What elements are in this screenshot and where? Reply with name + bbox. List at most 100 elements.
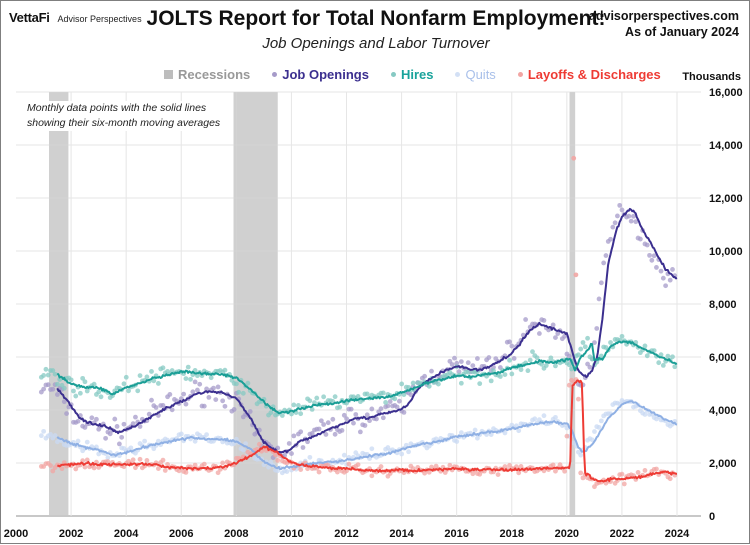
data-point <box>635 470 641 475</box>
data-point <box>486 355 492 360</box>
data-point <box>240 447 246 453</box>
data-point <box>619 207 625 213</box>
data-point <box>543 363 549 368</box>
data-point <box>353 412 359 417</box>
data-point <box>410 380 416 386</box>
data-point <box>291 433 297 439</box>
data-point <box>55 381 60 387</box>
data-point <box>144 374 150 380</box>
data-point <box>454 360 460 366</box>
y-tick-label: 4,000 <box>709 405 737 417</box>
data-point <box>243 441 249 447</box>
data-point <box>321 394 327 400</box>
data-point <box>633 219 639 225</box>
data-point <box>578 452 584 458</box>
data-point <box>89 415 95 421</box>
data-point <box>94 416 99 422</box>
site-url: advisorperspectives.com <box>588 9 739 23</box>
data-point <box>626 213 632 219</box>
data-point <box>369 446 375 452</box>
x-tick-label: 2004 <box>114 528 139 540</box>
legend-item-job-openings: Job Openings <box>272 67 369 82</box>
source-info: advisorperspectives.com As of January 20… <box>589 8 739 40</box>
data-point <box>566 362 572 368</box>
data-point <box>387 399 393 404</box>
data-point <box>628 218 634 224</box>
x-tick-label: 2022 <box>610 528 634 540</box>
data-point <box>82 379 88 385</box>
data-point <box>192 438 198 444</box>
data-point <box>305 439 310 445</box>
data-point <box>52 433 58 438</box>
data-point <box>309 431 315 436</box>
data-point <box>649 257 655 263</box>
data-point <box>541 413 547 419</box>
data-point <box>553 414 558 420</box>
data-point <box>509 343 515 349</box>
data-point <box>587 364 593 370</box>
data-point <box>153 405 159 410</box>
data-point <box>569 366 574 372</box>
brand-logo: VettaFi Advisor Perspectives <box>9 10 142 25</box>
data-point <box>192 462 198 468</box>
data-point <box>96 451 102 457</box>
data-point <box>256 441 262 447</box>
data-point <box>112 416 118 422</box>
data-point <box>527 357 533 363</box>
data-point <box>52 371 58 377</box>
data-point <box>178 431 184 437</box>
data-point <box>578 470 584 476</box>
data-point <box>426 469 432 475</box>
data-point <box>580 475 586 481</box>
data-point <box>523 317 529 322</box>
data-point <box>82 464 88 470</box>
legend-label: Hires <box>400 67 434 82</box>
legend-label: Layoffs & Discharges <box>527 67 661 82</box>
data-point <box>41 373 47 378</box>
data-point <box>48 432 53 437</box>
data-point <box>275 457 281 463</box>
legend-item-recessions: Recessions <box>164 67 250 82</box>
data-point-outlier <box>573 272 579 278</box>
data-point <box>401 410 407 415</box>
legend-dot-layoffs <box>517 72 523 77</box>
data-point <box>497 374 503 379</box>
y-tick-label: 8,000 <box>709 299 737 311</box>
y-tick-label: 0 <box>709 511 715 523</box>
recession-band-overlay <box>49 92 69 515</box>
data-point <box>107 431 113 437</box>
data-point <box>206 394 212 400</box>
data-point <box>240 390 246 396</box>
data-point <box>663 283 669 289</box>
data-point <box>215 470 221 476</box>
data-point <box>491 368 496 374</box>
data-point <box>465 360 471 366</box>
data-point <box>341 412 347 418</box>
data-point <box>298 467 304 472</box>
data-point <box>594 326 600 331</box>
data-point <box>550 462 556 468</box>
data-point <box>383 400 389 405</box>
data-point <box>208 375 214 381</box>
series-line-hires <box>56 340 678 415</box>
data-point <box>502 430 508 436</box>
data-point <box>617 202 623 208</box>
data-point <box>447 462 453 468</box>
data-point <box>307 454 313 460</box>
data-point <box>364 391 370 397</box>
data-point <box>399 451 405 457</box>
data-point <box>220 460 226 466</box>
data-point <box>658 268 664 274</box>
data-point <box>266 464 271 470</box>
data-point <box>536 331 542 336</box>
data-point <box>530 349 535 355</box>
data-point <box>195 387 200 393</box>
data-point <box>598 280 604 286</box>
data-point <box>273 452 278 458</box>
data-point <box>222 403 228 409</box>
data-point <box>245 380 251 386</box>
data-point <box>592 340 597 345</box>
data-point <box>314 395 320 401</box>
data-point <box>651 253 657 259</box>
